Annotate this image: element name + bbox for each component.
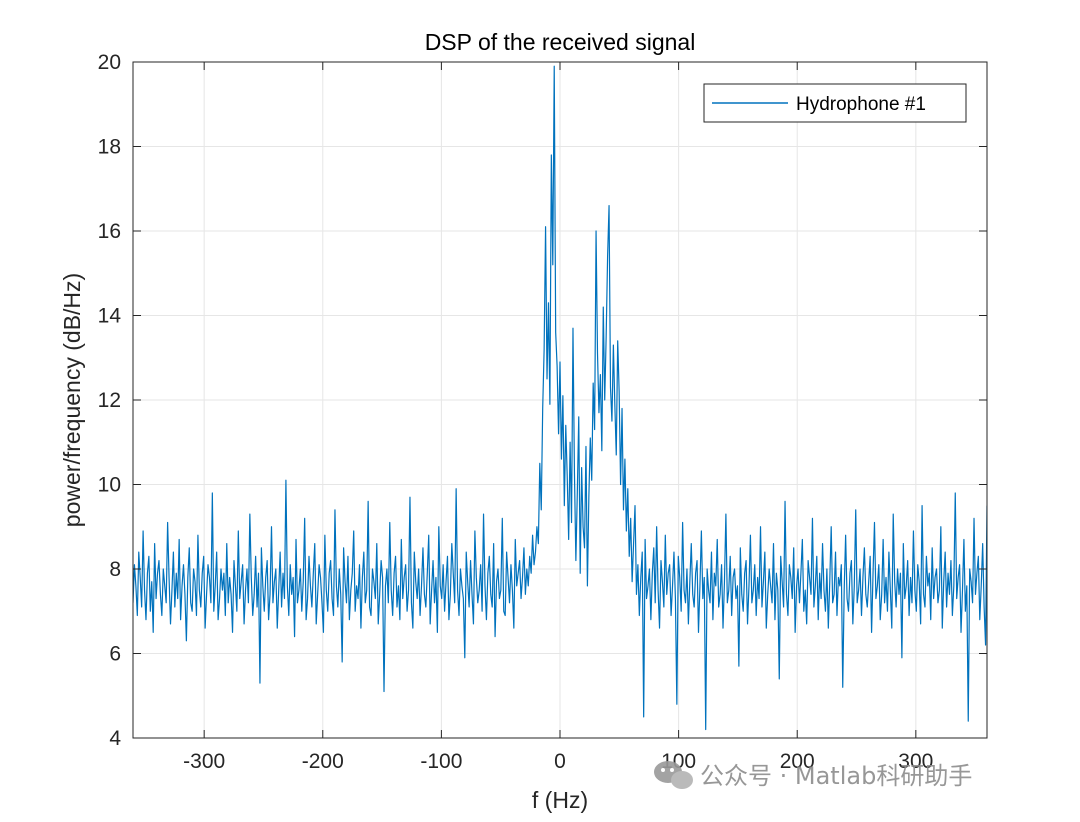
x-tick-labels: -300 -200 -100 0 100 200 300 xyxy=(183,750,933,773)
y-tick-label: 14 xyxy=(98,305,122,328)
legend-label: Hydrophone #1 xyxy=(796,94,926,115)
y-tick-label: 10 xyxy=(98,474,121,497)
watermark-text: 公众号 · Matlab科研助手 xyxy=(700,762,972,790)
x-tick-label: -300 xyxy=(183,750,225,773)
x-tick-label: -200 xyxy=(302,750,344,773)
watermark: 公众号 · Matlab科研助手 xyxy=(654,761,972,790)
y-tick-label: 20 xyxy=(98,51,121,74)
axis-ticks xyxy=(133,61,987,739)
plot-area xyxy=(132,61,988,739)
y-tick-label: 12 xyxy=(98,389,121,412)
y-tick-label: 16 xyxy=(98,220,121,243)
x-tick-label: -100 xyxy=(420,750,462,773)
y-tick-labels: 4 6 8 10 12 14 16 18 20 xyxy=(98,51,122,750)
chart-title: DSP of the received signal xyxy=(425,29,696,55)
legend: Hydrophone #1 xyxy=(703,83,967,123)
y-tick-label: 6 xyxy=(109,643,121,666)
x-tick-label: 200 xyxy=(780,750,815,773)
series-line-hydrophone-1 xyxy=(133,65,987,731)
wechat-icon xyxy=(654,761,693,789)
y-axis-label: power/frequency (dB/Hz) xyxy=(59,273,85,527)
y-tick-label: 8 xyxy=(109,558,121,581)
series-layer xyxy=(133,65,987,731)
y-tick-label: 18 xyxy=(98,136,121,159)
x-tick-label: 0 xyxy=(554,750,566,773)
x-axis-label: f (Hz) xyxy=(532,787,588,813)
x-tick-label: 300 xyxy=(898,750,933,773)
y-tick-label: 4 xyxy=(109,727,121,750)
